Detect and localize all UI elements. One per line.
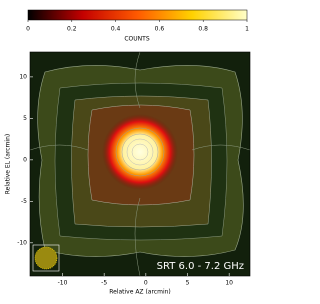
colorbar-tick-label: 0.6 — [155, 26, 165, 33]
x-tick-label: -5 — [101, 280, 107, 287]
y-tick-label: 0 — [23, 156, 27, 163]
y-tick-label: -10 — [17, 239, 27, 246]
plot-frame — [29, 51, 251, 277]
beam-map — [30, 52, 250, 276]
x-tick-label: 0 — [144, 280, 148, 287]
annotation: SRT 6.0 - 7.2 GHz — [157, 261, 244, 272]
y-tick-label: 5 — [23, 115, 27, 122]
colorbar — [27, 9, 248, 21]
y-tick-label: 10 — [19, 73, 27, 80]
x-tick-label: 5 — [186, 280, 190, 287]
x-tick-label: -10 — [58, 280, 68, 287]
y-tick-label: -5 — [21, 198, 27, 205]
colorbar-tick-label: 0 — [26, 26, 30, 33]
chart: COUNTS SRT 6.0 - 7.2 GHz Relative AZ (ar… — [5, 9, 251, 296]
y-axis-label: Relative EL (arcmin) — [5, 134, 12, 194]
x-axis-label: Relative AZ (arcmin) — [109, 289, 171, 296]
colorbar-label: COUNTS — [124, 36, 149, 43]
x-tick-label: 10 — [225, 280, 233, 287]
colorbar-tick-label: 0.2 — [67, 26, 77, 33]
colorbar-tick-label: 0.4 — [111, 26, 121, 33]
colorbar-tick-label: 1 — [245, 26, 249, 33]
colorbar-tick-label: 0.8 — [198, 26, 208, 33]
